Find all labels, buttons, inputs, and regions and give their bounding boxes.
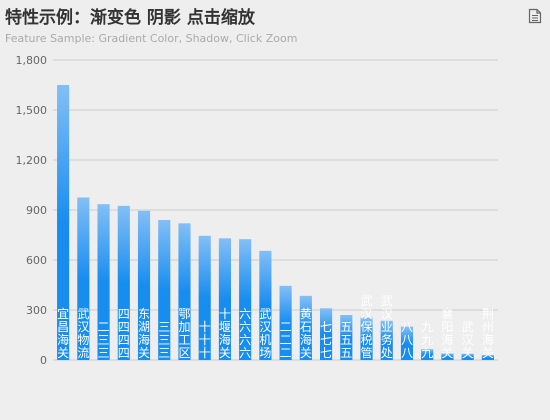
- bar[interactable]: [461, 353, 474, 360]
- bar[interactable]: [259, 250, 272, 360]
- chart-title: 特性示例：渐变色 阴影 点击缩放: [5, 8, 255, 28]
- y-tick-label: 1,800: [16, 54, 48, 67]
- bars[interactable]: [57, 85, 494, 360]
- category-label: 鄂加工区: [178, 307, 190, 360]
- y-axis-ticks: 0 300 600 900 1,200 1,500 1,800: [16, 54, 48, 367]
- category-label: 东湖海关: [138, 307, 150, 360]
- category-label: 六六六六: [239, 307, 251, 360]
- bar[interactable]: [218, 238, 231, 360]
- bar[interactable]: [400, 326, 414, 360]
- bar[interactable]: [320, 308, 333, 360]
- category-label: 四四四四: [118, 307, 130, 360]
- y-tick-label: 300: [26, 304, 47, 317]
- bar[interactable]: [380, 320, 393, 360]
- bar[interactable]: [421, 349, 434, 360]
- category-label: 武汉保税管: [361, 294, 373, 360]
- bar[interactable]: [77, 197, 90, 361]
- y-tick-label: 900: [26, 204, 47, 217]
- category-label: 襄阳海关: [441, 306, 453, 360]
- category-label: 五五五: [340, 320, 352, 360]
- bar[interactable]: [279, 285, 292, 360]
- category-label: 七七七: [320, 320, 332, 360]
- category-label: 武汉机场: [259, 307, 271, 360]
- bar[interactable]: [360, 317, 373, 361]
- category-label: 武汉关: [462, 320, 474, 360]
- category-label: 武汉业务处: [381, 294, 393, 360]
- category-label: 八八八: [401, 320, 413, 360]
- category-label: 宜昌海关: [57, 306, 69, 360]
- chart-subtitle: Feature Sample: Gradient Color, Shadow, …: [5, 32, 298, 45]
- y-tick-label: 600: [26, 254, 47, 267]
- y-tick-label: 1,200: [16, 154, 48, 167]
- bar[interactable]: [57, 85, 70, 360]
- category-label: 二二二: [280, 320, 292, 360]
- category-label: 十十十: [199, 320, 211, 360]
- bar[interactable]: [178, 223, 191, 360]
- category-label: 二三三: [98, 320, 110, 360]
- category-label: 黄石海关: [300, 307, 312, 360]
- bar[interactable]: [239, 239, 252, 360]
- bar[interactable]: [441, 353, 454, 360]
- data-view-icon[interactable]: [528, 8, 542, 24]
- bar-labels: 宜昌海关武汉物流二三三四四四四东湖海关三三三鄂加工区十十十十堰海关六六六六武汉机…: [57, 294, 494, 360]
- bar[interactable]: [198, 235, 211, 360]
- bar[interactable]: [340, 315, 353, 360]
- y-tick-label: 1,500: [16, 104, 48, 117]
- bar[interactable]: [117, 205, 130, 360]
- category-label: 武汉物流: [77, 307, 89, 360]
- bar[interactable]: [299, 295, 312, 360]
- category-label: 九九九: [421, 320, 433, 360]
- category-label: 十堰海关: [219, 307, 231, 360]
- category-label: 荆州海关: [482, 307, 494, 360]
- bar[interactable]: [97, 204, 110, 360]
- bar[interactable]: [158, 220, 171, 360]
- bar[interactable]: [481, 355, 494, 360]
- bar[interactable]: [137, 210, 151, 360]
- category-label: 三三三: [158, 320, 170, 360]
- y-tick-label: 0: [40, 354, 47, 367]
